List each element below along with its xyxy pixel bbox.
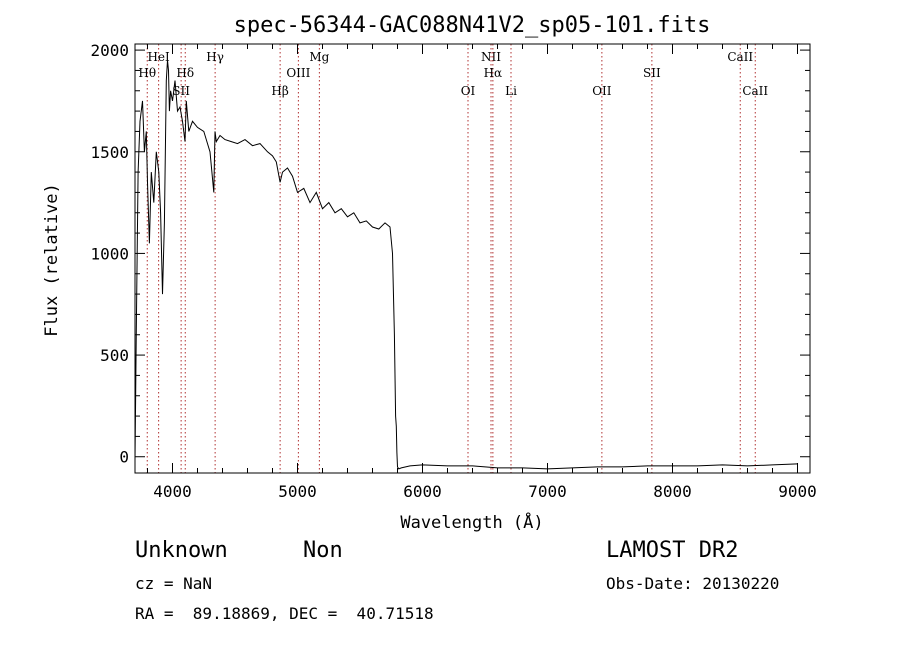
line-marker-label: Hθ bbox=[138, 66, 156, 80]
line-marker-label: Mg bbox=[309, 50, 329, 64]
line-marker-label: CaII bbox=[727, 50, 753, 64]
redshift-cz: cz = NaN bbox=[135, 574, 213, 593]
line-marker-label: SII bbox=[172, 84, 190, 98]
line-marker-label: Hδ bbox=[176, 66, 194, 80]
line-marker-label: Hγ bbox=[206, 50, 224, 64]
chart-title: spec-56344-GAC088N41V2_sp05-101.fits bbox=[234, 13, 711, 38]
y-tick-label: 1000 bbox=[90, 244, 129, 263]
line-marker-label: OIII bbox=[286, 66, 310, 80]
y-tick-label: 0 bbox=[119, 448, 129, 467]
line-marker-label: Li bbox=[505, 84, 517, 98]
x-tick-label: 4000 bbox=[153, 482, 192, 501]
line-marker-label: CaII bbox=[742, 84, 768, 98]
x-tick-label: 5000 bbox=[278, 482, 317, 501]
y-tick-label: 2000 bbox=[90, 41, 129, 60]
spectrum-series-line bbox=[134, 60, 798, 470]
line-marker-label: Hα bbox=[484, 66, 503, 80]
x-tick-label: 7000 bbox=[528, 482, 567, 501]
object-subclass: Non bbox=[303, 538, 343, 563]
x-axis-label: Wavelength (Å) bbox=[400, 511, 543, 533]
x-tick-label: 9000 bbox=[778, 482, 817, 501]
line-marker-label: SII bbox=[643, 66, 661, 80]
line-marker-label: OII bbox=[592, 84, 612, 98]
x-tick-label: 8000 bbox=[653, 482, 692, 501]
coordinates: RA = 89.18869, DEC = 40.71518 bbox=[135, 604, 434, 623]
object-class: Unknown bbox=[135, 538, 228, 563]
y-tick-label: 1500 bbox=[90, 143, 129, 162]
axis-ticks: 4000 5000 6000 7000 8000 9000 0 500 1000 1500 2000 bbox=[90, 41, 816, 501]
x-tick-label: 6000 bbox=[403, 482, 442, 501]
line-marker-label: HeI bbox=[147, 50, 170, 64]
line-marker-label: Hβ bbox=[271, 84, 288, 98]
survey-name: LAMOST DR2 bbox=[606, 538, 739, 563]
y-tick-label: 500 bbox=[100, 346, 129, 365]
observation-date: Obs-Date: 20130220 bbox=[606, 574, 780, 593]
line-marker-label: OI bbox=[461, 84, 476, 98]
plot-frame bbox=[134, 43, 811, 474]
y-axis-label: Flux (relative) bbox=[42, 183, 62, 337]
line-marker-label: NII bbox=[481, 50, 501, 64]
